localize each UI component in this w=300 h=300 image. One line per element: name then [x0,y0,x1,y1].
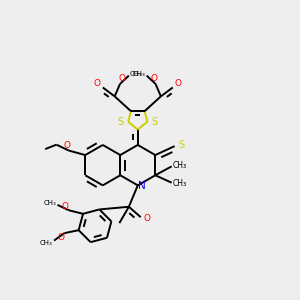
Text: O: O [118,74,125,83]
Text: O: O [151,74,158,83]
Text: O: O [144,214,151,223]
Text: CH₃: CH₃ [173,179,187,188]
Text: O: O [63,141,70,150]
Text: O: O [175,79,182,88]
Text: CH₃: CH₃ [44,200,56,206]
Text: O: O [94,79,101,88]
Text: CH₃: CH₃ [40,240,52,246]
Text: S: S [118,117,124,127]
Text: CH₃: CH₃ [173,161,187,170]
Text: S: S [152,117,158,127]
Text: CH₃: CH₃ [133,71,146,77]
Text: O: O [57,232,64,242]
Text: N: N [138,181,146,191]
Text: CH₃: CH₃ [130,71,142,77]
Text: S: S [178,140,184,150]
Text: O: O [61,202,68,211]
